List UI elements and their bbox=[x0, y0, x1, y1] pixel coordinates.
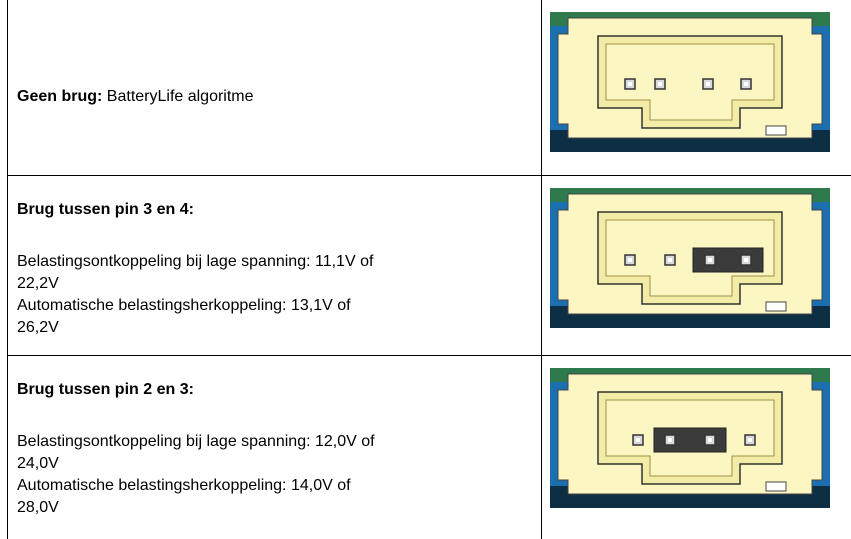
row-text: Brug tussen pin 3 en 4: Belastingsontkop… bbox=[17, 199, 373, 339]
row-line: Belastingsontkoppeling bij lage spanning… bbox=[17, 253, 374, 270]
connector-image bbox=[549, 367, 831, 509]
row-line: Automatische belastingsherkoppeling: 14,… bbox=[17, 477, 351, 494]
row-label: Brug tussen pin 3 en 4: bbox=[17, 201, 194, 218]
row-line: Belastingsontkoppeling bij lage spanning… bbox=[17, 433, 375, 450]
row-text: Brug tussen pin 2 en 3: Belastingsontkop… bbox=[17, 379, 375, 519]
row-label: Geen brug: bbox=[17, 88, 103, 105]
row-line: Automatische belastingsherkoppeling: 13,… bbox=[17, 297, 351, 314]
connector-image bbox=[549, 187, 831, 329]
row-line: 22,2V bbox=[17, 275, 59, 292]
row-line: 26,2V bbox=[17, 319, 59, 336]
row-line: 28,0V bbox=[17, 499, 59, 516]
row-description: BatteryLife algoritme bbox=[106, 88, 254, 105]
connector-image bbox=[549, 11, 831, 153]
row-label: Brug tussen pin 2 en 3: bbox=[17, 381, 194, 398]
row-text: Geen brug: BatteryLife algoritme bbox=[17, 86, 254, 108]
row-line: 24,0V bbox=[17, 455, 59, 472]
